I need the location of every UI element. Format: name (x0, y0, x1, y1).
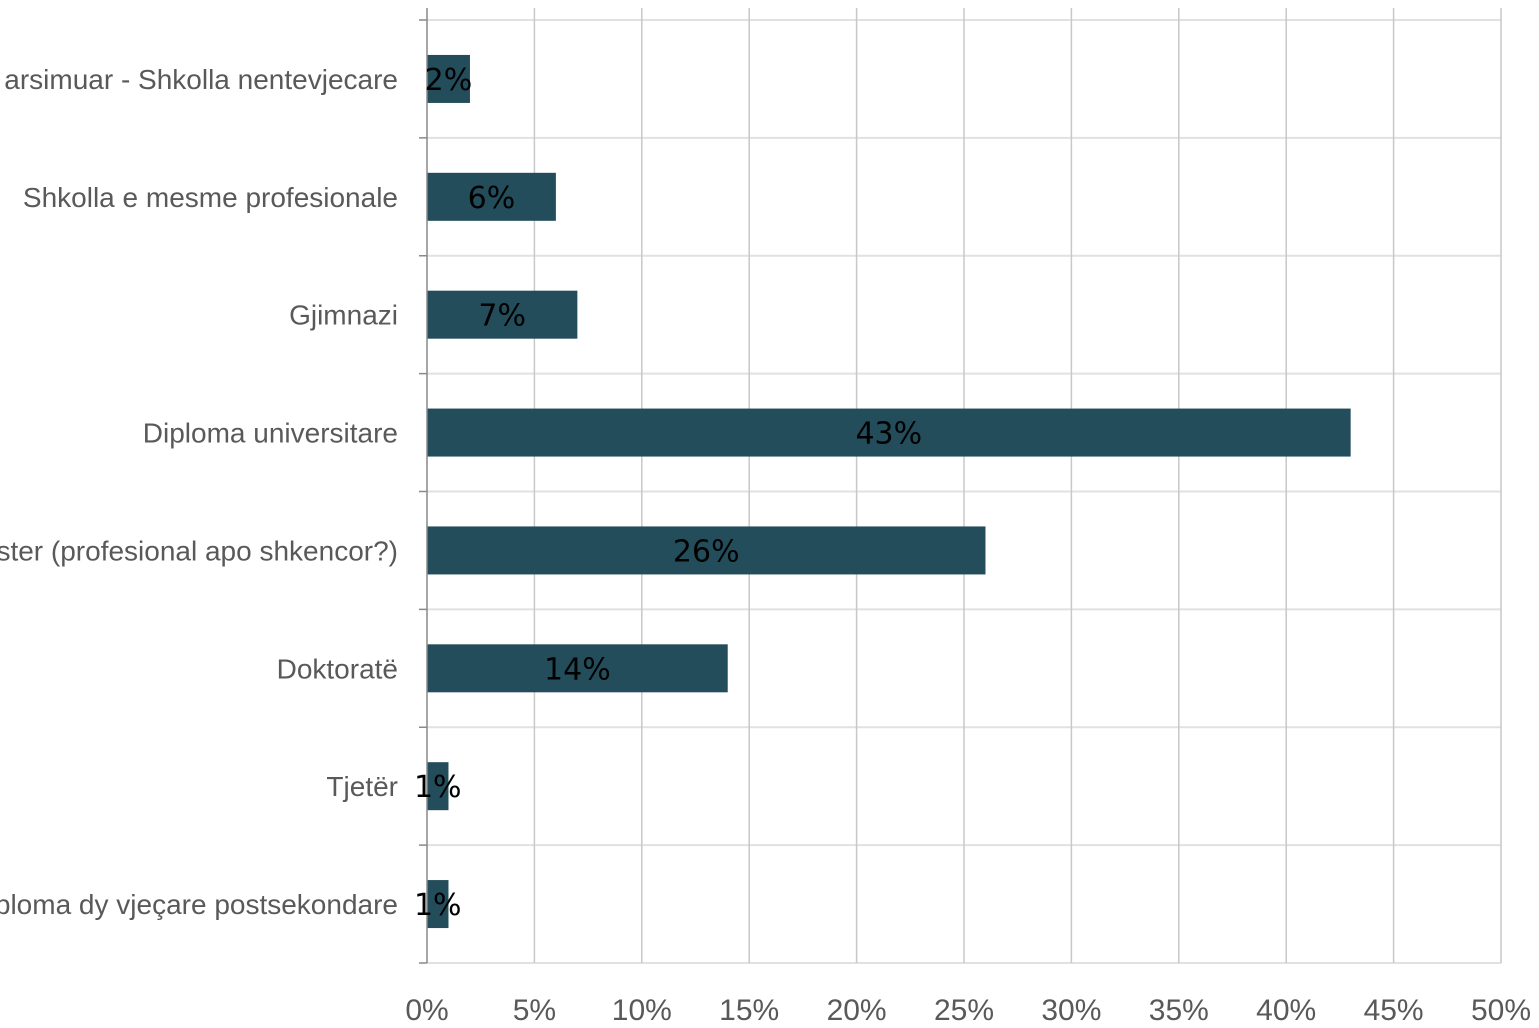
data-label: 26% (673, 534, 740, 569)
data-label: 1% (414, 888, 462, 923)
bar (427, 762, 449, 811)
x-tick-label: 10% (612, 994, 672, 1027)
label-layer: 0% 5% 10% 15% 20% 25% 30% 35% 40% 45% 50% Të pashko… (0, 63, 1531, 1027)
x-tick-label: 50% (1471, 994, 1531, 1027)
x-tick-label: 0% (405, 994, 448, 1027)
category-label: Shkolla e mesme profesionale (23, 182, 398, 213)
data-label: 7% (478, 299, 526, 334)
category-label: Doktoratë (277, 653, 398, 684)
bar (427, 526, 986, 575)
bar (427, 54, 470, 103)
x-tick-label: 5% (513, 994, 556, 1027)
x-tick-label: 45% (1364, 994, 1424, 1027)
x-tick-label: 20% (827, 994, 887, 1027)
category-label: Të pashkolluar / të pa arsimuar - Shkoll… (0, 64, 398, 95)
category-label: Master (profesional apo shkencor?) (0, 535, 398, 566)
bar (427, 880, 449, 929)
axis-layer (419, 8, 428, 964)
data-label: 43% (855, 417, 922, 452)
bar-layer (427, 54, 1351, 929)
x-tick-label: 35% (1149, 994, 1209, 1027)
data-label: 1% (414, 770, 462, 805)
data-label: 2% (425, 63, 473, 98)
x-tick-label: 25% (934, 994, 994, 1027)
bar (427, 290, 578, 339)
category-label: Diploma universitare (143, 418, 398, 449)
bar (427, 644, 728, 693)
category-label: Diploma dy vjeçare postsekondare (0, 889, 398, 920)
bar (427, 408, 1351, 457)
x-tick-label: 15% (719, 994, 779, 1027)
bar (427, 172, 556, 221)
x-tick-label: 40% (1256, 994, 1316, 1027)
category-label: Tjetër (326, 771, 398, 802)
grid-layer (427, 8, 1502, 964)
x-tick-label: 30% (1041, 994, 1101, 1027)
category-label: Gjimnazi (289, 300, 398, 331)
data-label: 14% (544, 652, 611, 687)
data-label: 6% (468, 181, 516, 216)
